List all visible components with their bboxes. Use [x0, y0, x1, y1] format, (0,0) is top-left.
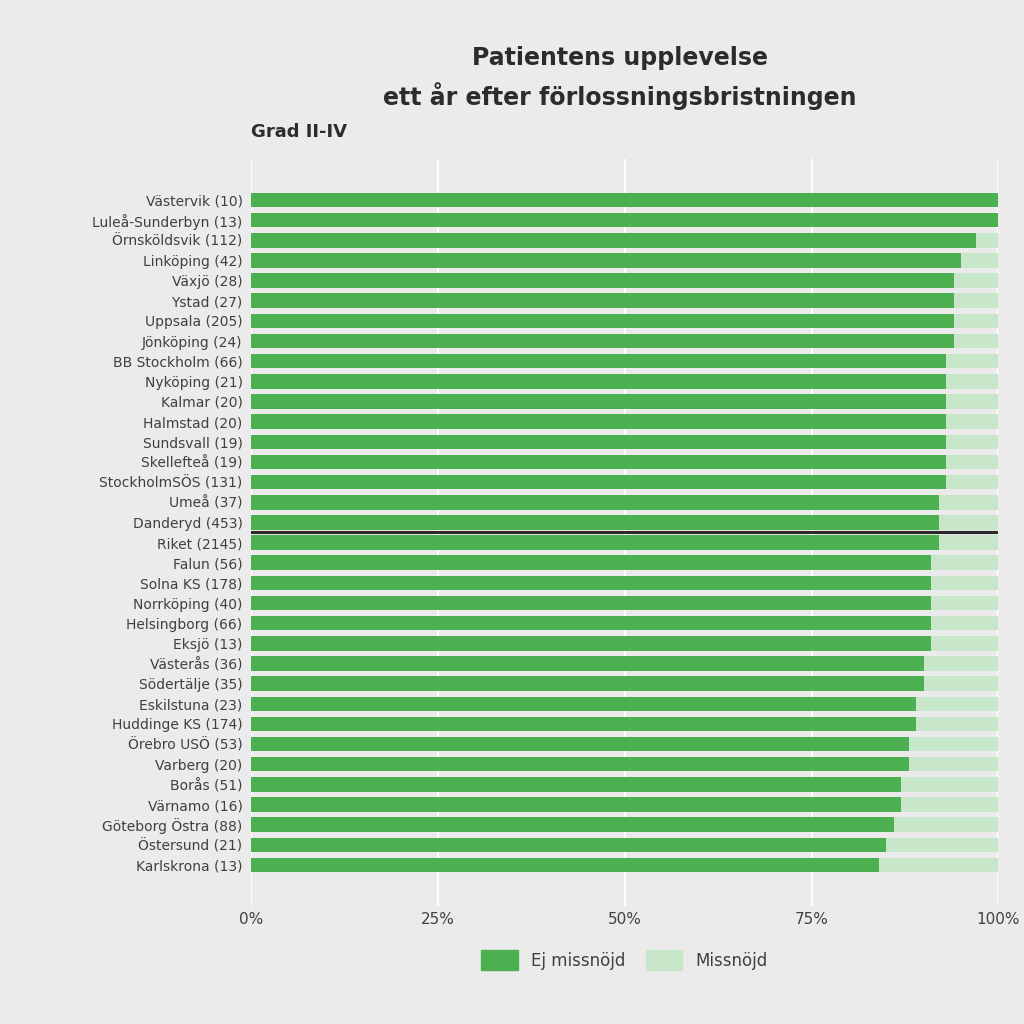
Bar: [946, 415, 998, 429]
Bar: [251, 253, 961, 267]
Bar: [251, 313, 953, 328]
Bar: [908, 757, 998, 771]
Bar: [953, 273, 998, 288]
Bar: [251, 273, 953, 288]
Bar: [931, 575, 998, 590]
Bar: [251, 555, 931, 570]
Bar: [953, 334, 998, 348]
Bar: [251, 777, 901, 792]
Bar: [901, 777, 998, 792]
Bar: [251, 193, 998, 207]
Bar: [961, 253, 998, 267]
Text: Patientens upplevelse: Patientens upplevelse: [471, 46, 768, 70]
Bar: [939, 536, 998, 550]
Bar: [251, 656, 924, 671]
Bar: [931, 636, 998, 650]
Bar: [946, 434, 998, 450]
Bar: [946, 455, 998, 469]
Bar: [251, 415, 946, 429]
Bar: [251, 858, 879, 872]
Bar: [931, 555, 998, 570]
Bar: [931, 615, 998, 631]
Bar: [251, 495, 939, 510]
Bar: [251, 475, 946, 489]
Bar: [939, 495, 998, 510]
Bar: [251, 455, 946, 469]
Bar: [953, 313, 998, 328]
Bar: [976, 233, 998, 248]
Legend: Ej missnöjd, Missnöjd: Ej missnöjd, Missnöjd: [475, 944, 774, 977]
Bar: [946, 475, 998, 489]
Bar: [946, 394, 998, 409]
Bar: [894, 817, 998, 831]
Bar: [251, 696, 916, 711]
Bar: [251, 615, 931, 631]
Bar: [251, 677, 924, 691]
Bar: [251, 294, 953, 308]
Bar: [916, 717, 998, 731]
Bar: [251, 717, 916, 731]
Bar: [946, 374, 998, 388]
Bar: [953, 294, 998, 308]
Bar: [251, 233, 976, 248]
Bar: [924, 677, 998, 691]
Bar: [931, 596, 998, 610]
Bar: [251, 374, 946, 388]
Bar: [251, 798, 901, 812]
Bar: [251, 213, 998, 227]
Bar: [251, 515, 939, 529]
Bar: [251, 334, 953, 348]
Text: ett år efter förlossningsbristningen: ett år efter förlossningsbristningen: [383, 82, 856, 110]
Text: Grad II-IV: Grad II-IV: [251, 123, 347, 141]
Bar: [879, 858, 998, 872]
Bar: [251, 434, 946, 450]
Bar: [886, 838, 998, 852]
Bar: [251, 817, 894, 831]
Bar: [916, 696, 998, 711]
Bar: [901, 798, 998, 812]
Bar: [946, 354, 998, 369]
Bar: [251, 536, 939, 550]
Bar: [251, 757, 908, 771]
Bar: [251, 838, 886, 852]
Bar: [939, 515, 998, 529]
Bar: [251, 737, 908, 752]
Bar: [251, 394, 946, 409]
Bar: [924, 656, 998, 671]
Bar: [251, 636, 931, 650]
Bar: [251, 354, 946, 369]
Bar: [251, 575, 931, 590]
Bar: [908, 737, 998, 752]
Bar: [251, 596, 931, 610]
